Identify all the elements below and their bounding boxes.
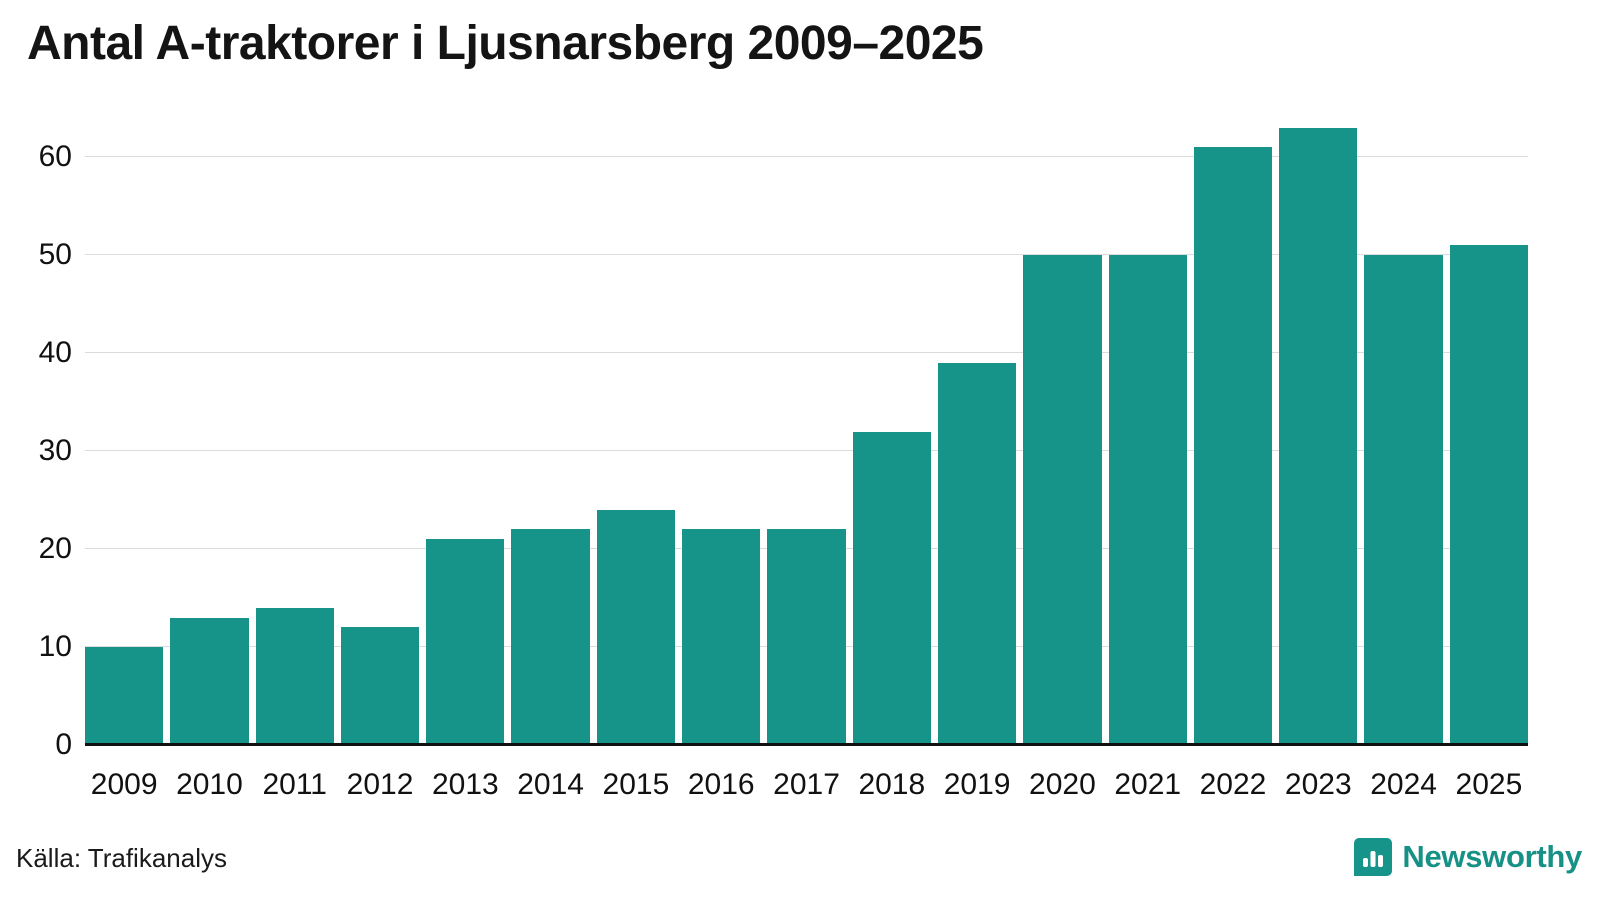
bar-2018 [852, 431, 931, 745]
x-axis: 2009 2010 2011 2012 2013 2014 2015 2016 2017 2018… [85, 768, 1528, 802]
bar-2021 [1108, 255, 1187, 745]
x-tick-label: 2024 [1370, 768, 1437, 801]
x-tick-label: 2012 [346, 768, 414, 801]
x-tick-label: 2025 [1455, 768, 1523, 801]
brand-name: Newsworthy [1402, 839, 1582, 874]
bar-2012 [340, 627, 420, 745]
x-tick-label: 2015 [602, 768, 670, 801]
x-tick-label: 2020 [1029, 768, 1096, 801]
x-tick-label: 2017 [773, 768, 840, 801]
x-tick-label: 2021 [1114, 768, 1182, 801]
chart-title: Antal A-traktorer i Ljusnarsberg 2009–20… [27, 17, 984, 70]
gridline [85, 254, 1528, 256]
bar-2011 [255, 607, 334, 745]
bar-2017 [767, 529, 846, 745]
bar-2024 [1364, 255, 1443, 745]
x-tick-label: 2019 [943, 768, 1011, 801]
bar-2015 [596, 509, 676, 745]
bar-2019 [937, 362, 1017, 745]
x-tick-label: 2011 [262, 768, 327, 801]
source-note: Källa: Trafikanalys [16, 843, 227, 873]
y-tick-label: 60 [38, 140, 72, 174]
y-tick-label: 10 [38, 630, 72, 664]
gridline [85, 156, 1528, 158]
y-tick-label: 30 [38, 434, 72, 468]
newsworthy-logo-icon [1354, 838, 1393, 876]
x-tick-label: 2016 [687, 768, 755, 801]
y-tick-label: 40 [38, 336, 72, 370]
x-tick-label: 2010 [176, 768, 243, 801]
x-tick-label: 2022 [1199, 768, 1267, 801]
gridline [85, 352, 1528, 354]
brand-footer: Newsworthy [1354, 838, 1582, 876]
y-tick-label: 20 [38, 532, 72, 566]
gridline [85, 450, 1528, 452]
x-tick-label: 2009 [90, 768, 158, 801]
bar-2010 [170, 617, 249, 745]
x-tick-label: 2018 [858, 768, 926, 801]
x-tick-label: 2023 [1284, 768, 1352, 801]
x-tick-label: 2014 [517, 768, 584, 801]
plot-area [85, 118, 1529, 746]
bar-2009 [85, 647, 164, 745]
bar-2016 [682, 529, 761, 745]
y-axis: 0 10 20 30 40 50 60 [0, 118, 72, 761]
bar-2023 [1279, 127, 1358, 745]
bars [85, 118, 1529, 745]
bar-2020 [1023, 255, 1102, 745]
y-tick-label: 50 [38, 238, 72, 272]
y-tick-label: 0 [55, 728, 72, 761]
bar-2014 [511, 529, 590, 745]
x-tick-label: 2013 [431, 768, 499, 801]
bar-2022 [1193, 147, 1273, 745]
x-axis-line [85, 743, 1528, 746]
bar-2013 [426, 539, 505, 745]
bar-2025 [1449, 245, 1529, 745]
